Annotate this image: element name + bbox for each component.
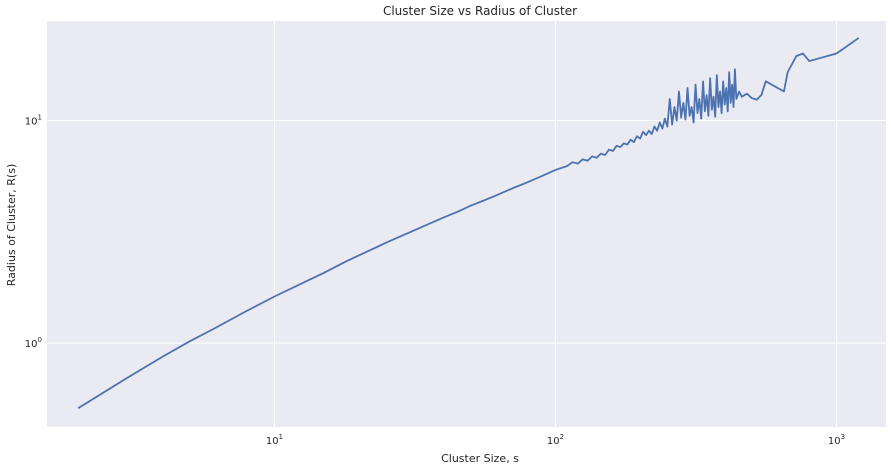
y-tick-label: 101 [25, 114, 42, 128]
x-tick-label: 102 [547, 433, 564, 447]
y-tick-label: 100 [25, 336, 42, 350]
x-tick-label: 101 [266, 433, 283, 447]
plot-background [47, 21, 886, 427]
x-axis-label: Cluster Size, s [441, 452, 519, 465]
chart-title: Cluster Size vs Radius of Cluster [383, 4, 577, 18]
tick-labels: 101 102 103 100 101 [25, 114, 845, 447]
x-tick-label: 103 [828, 433, 845, 447]
y-axis-label: Radius of Cluster, R(s) [5, 164, 18, 286]
series-layer [77, 37, 860, 409]
series-line [77, 37, 860, 409]
